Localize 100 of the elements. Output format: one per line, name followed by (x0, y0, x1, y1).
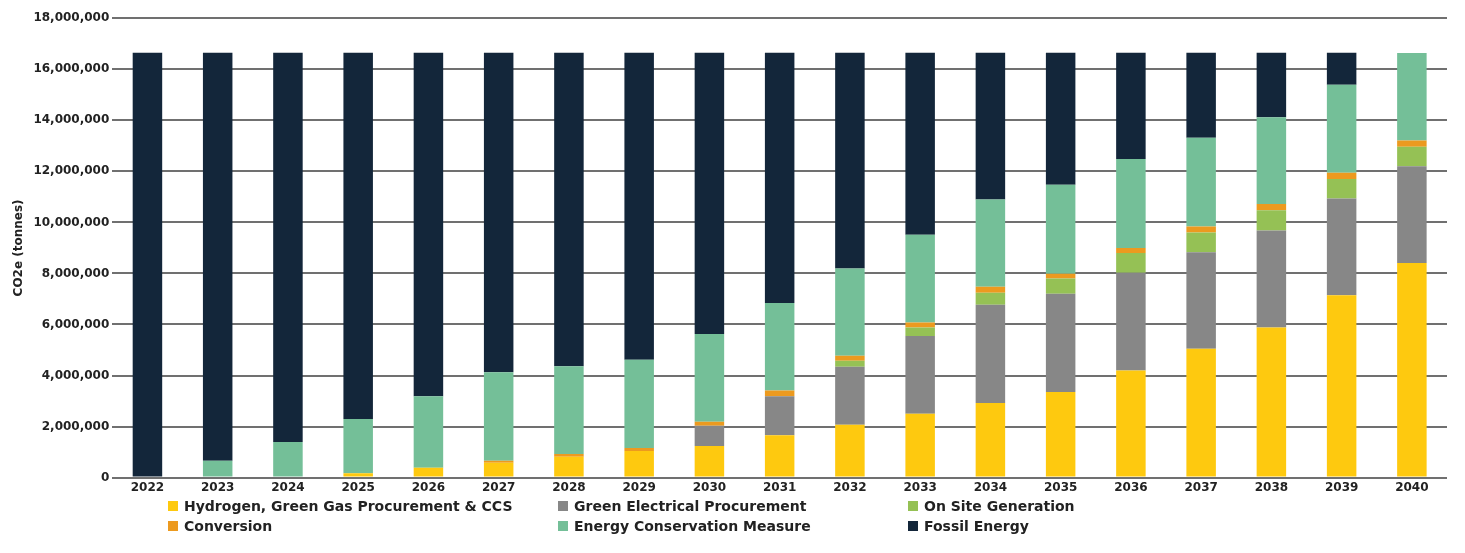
bar (273, 442, 303, 477)
x-tick-label: 2026 (411, 479, 446, 494)
bar (1256, 230, 1287, 328)
bar (1045, 278, 1076, 294)
bar (554, 454, 584, 457)
x-tick-label: 2037 (1184, 479, 1218, 494)
bar (835, 52, 865, 269)
bar (975, 52, 1006, 200)
y-tick-label: 2,000,000 (41, 418, 110, 433)
bar (554, 366, 584, 455)
bar (1116, 52, 1146, 160)
bar (1326, 178, 1357, 199)
bar (1045, 392, 1076, 477)
x-tick-label: 2030 (692, 479, 727, 494)
bar (413, 396, 444, 468)
bar (835, 268, 865, 356)
bar (764, 303, 795, 391)
x-tick-label: 2036 (1114, 479, 1148, 494)
bar (1256, 117, 1287, 204)
x-tick-label: 2023 (200, 479, 235, 494)
bar (483, 460, 514, 463)
x-tick-label: 2039 (1324, 479, 1359, 494)
x-tick-label: 2038 (1254, 479, 1289, 494)
bar (1045, 52, 1076, 185)
bar (1116, 247, 1146, 253)
bar (764, 52, 795, 304)
y-tick-label: 14,000,000 (33, 112, 110, 127)
bar (343, 418, 373, 474)
bar (905, 413, 935, 477)
bar (975, 403, 1006, 477)
legend-label: On Site Generation (924, 498, 1075, 514)
bar (413, 52, 444, 397)
bar (624, 447, 654, 452)
bar (1045, 273, 1076, 279)
y-tick-label: 8,000,000 (41, 265, 110, 280)
bar (905, 234, 935, 323)
x-tick-label: 2025 (341, 479, 375, 494)
bar (1326, 84, 1357, 173)
bar (835, 355, 865, 361)
bar (1186, 232, 1216, 253)
bar (1116, 272, 1146, 371)
bar (1397, 140, 1427, 147)
bar (764, 396, 795, 436)
x-tick-label: 2028 (552, 479, 586, 494)
bar (624, 451, 654, 477)
bar (483, 372, 514, 461)
x-tick-label: 2032 (833, 479, 867, 494)
bar (1045, 293, 1076, 393)
bar (1256, 327, 1287, 477)
bar (1186, 348, 1216, 477)
bar (1186, 252, 1216, 349)
bar (1256, 204, 1287, 211)
bar (694, 425, 725, 446)
y-axis-title: CO2e (tonnes) (11, 199, 26, 297)
bar (483, 52, 514, 373)
bar (905, 52, 935, 235)
bar (694, 421, 725, 426)
bar (1397, 262, 1427, 477)
legend-label: Energy Conservation Measure (574, 518, 811, 534)
bar (835, 366, 865, 425)
y-tick-label: 10,000,000 (33, 214, 110, 229)
bar (1186, 137, 1216, 227)
legend-label: Green Electrical Procurement (574, 498, 807, 514)
bar (554, 456, 584, 477)
bar (1045, 184, 1076, 274)
bar (1326, 198, 1357, 296)
bar (483, 462, 514, 477)
bar (1326, 172, 1357, 179)
bar (835, 424, 865, 477)
x-tick-label: 2033 (903, 479, 937, 494)
bar (1397, 166, 1427, 263)
x-tick-label: 2031 (762, 479, 797, 494)
bar (413, 467, 444, 477)
bar (1116, 370, 1146, 477)
bar (132, 52, 163, 477)
y-tick-label: 12,000,000 (33, 163, 110, 178)
bar (905, 335, 935, 414)
legend-label: Hydrogen, Green Gas Procurement & CCS (184, 498, 513, 514)
bar (905, 327, 935, 336)
bar (624, 52, 654, 360)
bar (1116, 159, 1146, 248)
bar (343, 473, 373, 477)
bar (1186, 226, 1216, 233)
bar (694, 445, 725, 477)
x-tick-label: 2040 (1395, 479, 1429, 494)
y-tick-label: 4,000,000 (41, 367, 110, 382)
bar (1326, 295, 1357, 477)
bar (1256, 210, 1287, 231)
x-tick-label: 2029 (622, 479, 656, 494)
y-tick-label: 16,000,000 (33, 61, 110, 76)
bar (343, 52, 373, 419)
legend-label: Conversion (184, 518, 273, 534)
bar (1256, 52, 1287, 118)
bar (905, 322, 935, 328)
y-tick-label: 6,000,000 (41, 316, 110, 331)
bar (975, 304, 1006, 404)
bar (975, 286, 1006, 293)
legend-label: Fossil Energy (924, 518, 1029, 534)
bar (1326, 52, 1357, 85)
bar (835, 360, 865, 367)
